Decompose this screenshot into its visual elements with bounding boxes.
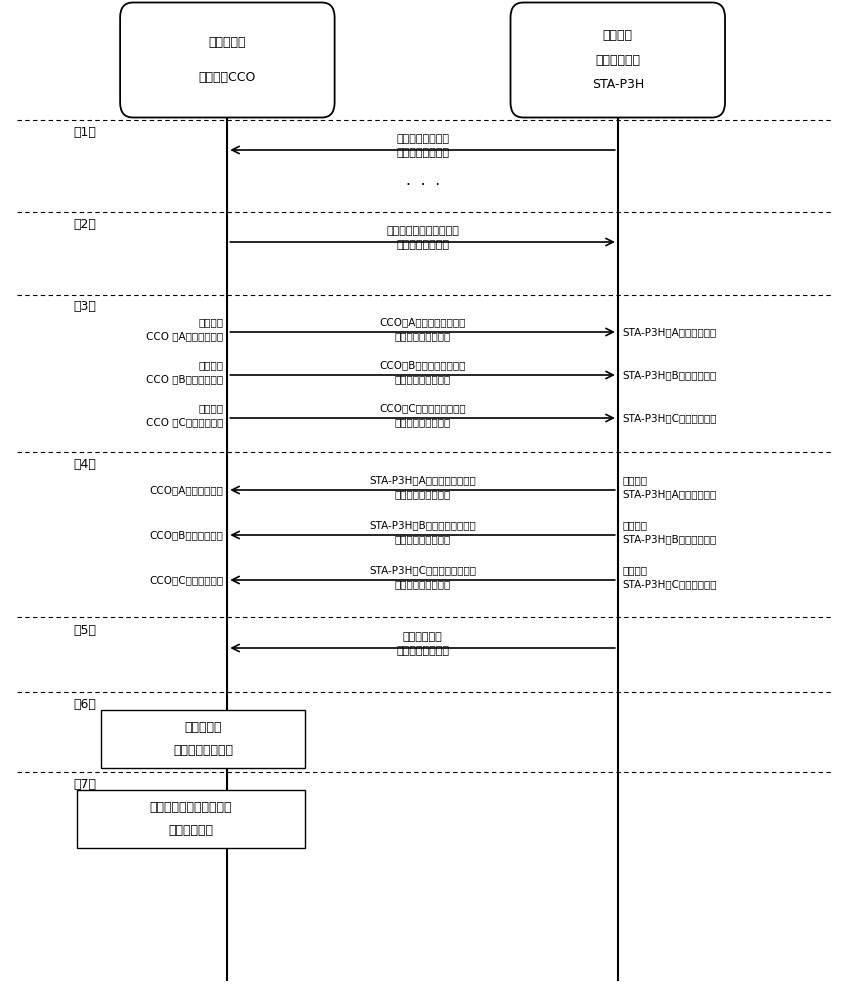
- Text: STA-P3H在A相发送的测试信号: STA-P3H在A相发送的测试信号: [369, 475, 476, 485]
- FancyBboxPatch shape: [101, 710, 305, 768]
- FancyBboxPatch shape: [77, 790, 305, 848]
- Text: CCO在C相发送的测试信号: CCO在C相发送的测试信号: [379, 403, 466, 413]
- Text: 指定时刻: 指定时刻: [198, 317, 223, 327]
- Text: 分析传输阻抗频率特性，: 分析传输阻抗频率特性，: [149, 801, 233, 814]
- Text: CCO 在C相采样和测量: CCO 在C相采样和测量: [146, 417, 223, 427]
- Text: 载波模块CCO: 载波模块CCO: [199, 71, 256, 84]
- Text: （变压器测试频带）: （变压器测试频带）: [395, 534, 450, 544]
- Text: 传输阻抗频率特性: 传输阻抗频率特性: [173, 744, 233, 757]
- Text: STA-P3H在C相采样和测量: STA-P3H在C相采样和测量: [622, 579, 716, 589]
- Text: （变压器测试频带）: （变压器测试频带）: [395, 331, 450, 341]
- Text: STA-P3H在C相采样和测量: STA-P3H在C相采样和测量: [622, 413, 716, 423]
- Text: 载波通信模块: 载波通信模块: [595, 53, 640, 66]
- Text: （变压器测试频带）: （变压器测试频带）: [395, 489, 450, 499]
- Text: 指定时刻: 指定时刻: [198, 360, 223, 370]
- Text: （载波通信频带）: （载波通信频带）: [396, 646, 449, 656]
- Text: 指定时刻: 指定时刻: [198, 403, 223, 413]
- Text: （载波通信频带）: （载波通信频带）: [396, 240, 449, 250]
- Text: 第7步: 第7步: [73, 778, 96, 792]
- Text: CCO 在B相采样和测量: CCO 在B相采样和测量: [146, 374, 223, 384]
- Text: （载波通信频带）: （载波通信频带）: [396, 148, 449, 158]
- Text: STA-P3H在A相采样和测量: STA-P3H在A相采样和测量: [622, 327, 716, 337]
- Text: 计算变压器: 计算变压器: [184, 721, 222, 734]
- Text: 指定时刻: 指定时刻: [622, 565, 647, 575]
- Text: STA-P3H在A相采样和测量: STA-P3H在A相采样和测量: [622, 489, 716, 499]
- Text: 指定时刻: 指定时刻: [622, 475, 647, 485]
- Text: 第4步: 第4步: [73, 458, 96, 472]
- Text: CCO在B相采样和测量: CCO在B相采样和测量: [149, 530, 223, 540]
- Text: ·  ·  ·: · · ·: [406, 178, 439, 192]
- Text: 第2步: 第2步: [73, 219, 96, 232]
- Text: 第5步: 第5步: [73, 624, 96, 637]
- Text: STA-P3H在C相发送的测试信号: STA-P3H在C相发送的测试信号: [369, 565, 476, 575]
- Text: 指定时刻: 指定时刻: [622, 520, 647, 530]
- Text: STA-P3H在B相采样和测量: STA-P3H在B相采样和测量: [622, 370, 716, 380]
- Text: CCO 在A相采样和测量: CCO 在A相采样和测量: [146, 331, 223, 341]
- Text: STA-P3H在B相发送的测试信号: STA-P3H在B相发送的测试信号: [369, 520, 476, 530]
- Text: STA-P3H在B相采样和测量: STA-P3H在B相采样和测量: [622, 534, 716, 544]
- Text: （变压器测试频带）: （变压器测试频带）: [395, 417, 450, 427]
- Text: CCO在B相发送的测试信号: CCO在B相发送的测试信号: [379, 360, 466, 370]
- Text: 第1步: 第1步: [73, 126, 96, 139]
- Text: 低压集中器: 低压集中器: [208, 36, 246, 49]
- Text: 第3步: 第3步: [73, 300, 96, 314]
- Text: 第6步: 第6步: [73, 698, 96, 712]
- Text: 接入载波抄表网络: 接入载波抄表网络: [396, 134, 449, 144]
- Text: （变压器测试频带）: （变压器测试频带）: [395, 374, 450, 384]
- Text: CCO在A相发送的测试信号: CCO在A相发送的测试信号: [379, 317, 466, 327]
- Text: CCO在A相采样和测量: CCO在A相采样和测量: [149, 485, 223, 495]
- Text: 传输测试数据: 传输测试数据: [402, 632, 443, 642]
- Text: 差异超限报警: 差异超限报警: [168, 824, 214, 837]
- Text: 高压三相: 高压三相: [603, 29, 632, 42]
- Text: （变压器测试频带）: （变压器测试频带）: [395, 579, 450, 589]
- Text: STA-P3H: STA-P3H: [592, 78, 644, 91]
- FancyBboxPatch shape: [511, 3, 725, 117]
- FancyBboxPatch shape: [120, 3, 335, 117]
- Text: 启动变压器在线测试流程: 启动变压器在线测试流程: [386, 226, 459, 236]
- Text: CCO在C相采样和测量: CCO在C相采样和测量: [149, 575, 223, 585]
